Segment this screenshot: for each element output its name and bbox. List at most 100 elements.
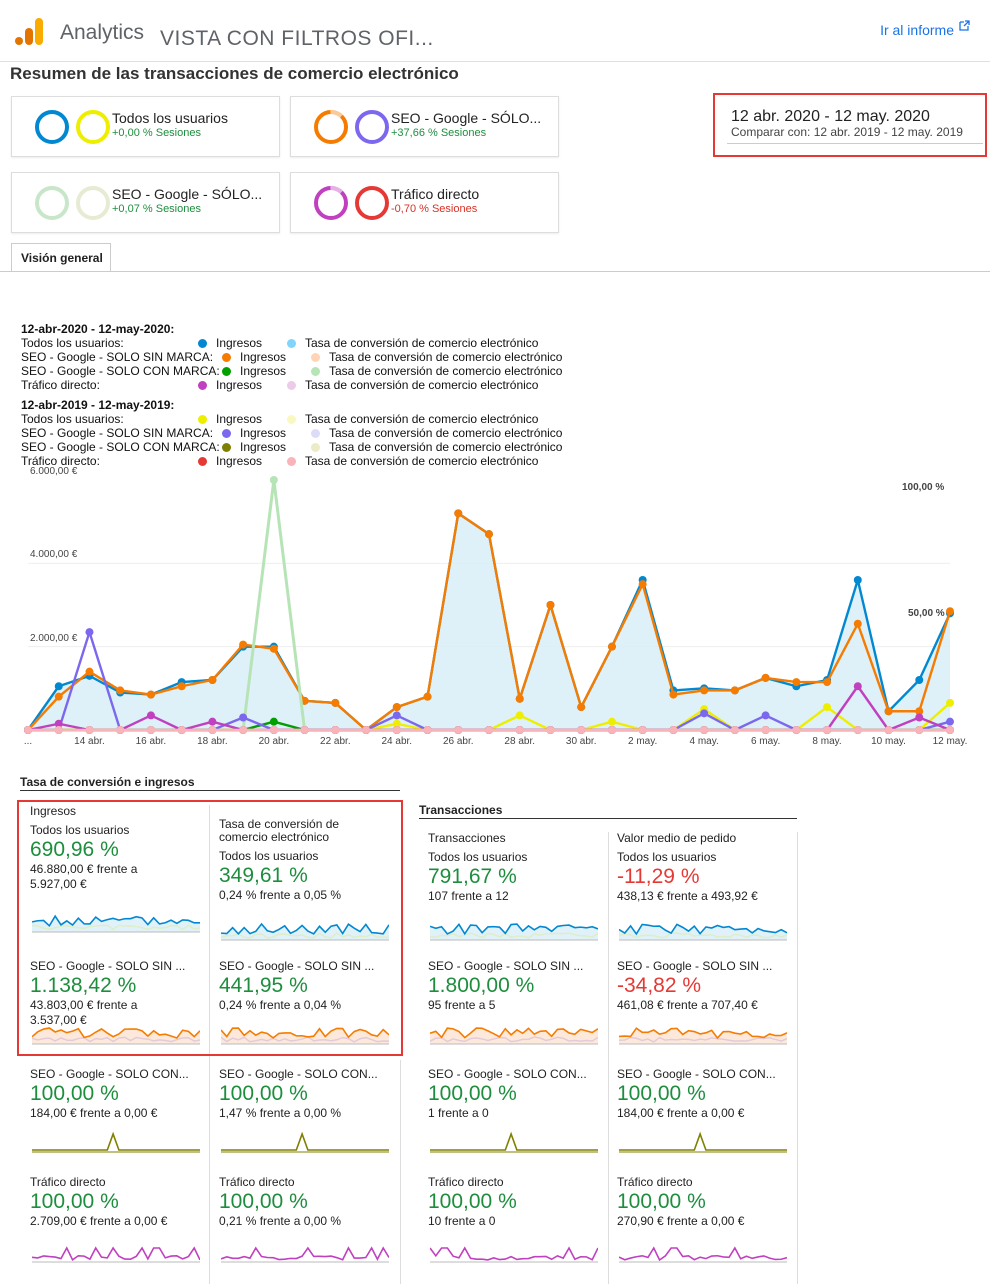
- series-point[interactable]: [577, 703, 586, 712]
- series-point[interactable]: [300, 726, 309, 734]
- series-point[interactable]: [515, 726, 524, 734]
- series-point[interactable]: [177, 682, 186, 691]
- series-point[interactable]: [853, 619, 862, 628]
- scorecard[interactable]: Valor medio de pedido Todos los usuarios -…: [617, 832, 797, 904]
- scorecard[interactable]: Transacciones Todos los usuarios 791,67 % 1…: [428, 832, 608, 904]
- series-point[interactable]: [792, 726, 801, 734]
- series-point[interactable]: [146, 690, 155, 699]
- series-point[interactable]: [853, 682, 862, 691]
- series-point[interactable]: [638, 580, 647, 589]
- scorecard[interactable]: SEO - Google - SOLO CON... 100,00 % 1,47 %…: [219, 1068, 399, 1121]
- series-point[interactable]: [485, 726, 493, 734]
- series-point[interactable]: [208, 717, 217, 726]
- series-point[interactable]: [546, 726, 555, 734]
- series-point[interactable]: [54, 682, 63, 691]
- series-point[interactable]: [946, 726, 954, 734]
- series-point[interactable]: [24, 726, 32, 734]
- series-point[interactable]: [823, 726, 832, 734]
- scorecard[interactable]: Ingresos Todos los usuarios 690,96 % 46.880…: [30, 805, 210, 892]
- series-point[interactable]: [884, 726, 893, 734]
- series-point[interactable]: [116, 726, 125, 734]
- series-point[interactable]: [761, 726, 770, 734]
- series-point[interactable]: [392, 703, 401, 712]
- series-point[interactable]: [423, 726, 432, 734]
- scorecard[interactable]: Tráfico directo 100,00 % 0,21 % frente a 0…: [219, 1176, 399, 1229]
- series-point[interactable]: [700, 686, 709, 695]
- series-point[interactable]: [915, 676, 924, 684]
- series-point[interactable]: [669, 726, 678, 734]
- series-point[interactable]: [54, 692, 63, 701]
- series-point[interactable]: [515, 711, 524, 720]
- series-point[interactable]: [85, 667, 94, 676]
- series-point[interactable]: [331, 726, 340, 734]
- series-point[interactable]: [392, 726, 401, 734]
- series-point[interactable]: [208, 676, 217, 684]
- date-range-picker[interactable]: 12 abr. 2020 - 12 may. 2020 Comparar con…: [713, 93, 987, 157]
- series-point[interactable]: [700, 726, 709, 734]
- series-point[interactable]: [669, 690, 678, 699]
- series-point[interactable]: [116, 686, 125, 695]
- series-point[interactable]: [792, 678, 801, 687]
- series-point[interactable]: [577, 726, 586, 734]
- series-point[interactable]: [761, 673, 770, 682]
- series-point[interactable]: [331, 698, 340, 707]
- series-point[interactable]: [454, 509, 463, 518]
- series-point[interactable]: [761, 711, 770, 720]
- segment-card[interactable]: SEO - Google - SÓLO... +37,66 % Sesiones: [290, 96, 559, 157]
- series-point[interactable]: [85, 726, 94, 734]
- series-point[interactable]: [823, 703, 832, 712]
- series-point[interactable]: [423, 692, 432, 701]
- series-point[interactable]: [607, 717, 616, 726]
- segment-card[interactable]: Todos los usuarios +0,00 % Sesiones: [11, 96, 280, 157]
- series-point[interactable]: [730, 686, 739, 695]
- series-point[interactable]: [239, 713, 248, 722]
- series-point[interactable]: [239, 726, 248, 734]
- series-point[interactable]: [454, 726, 463, 734]
- series-point[interactable]: [915, 726, 924, 734]
- segment-card[interactable]: Tráfico directo -0,70 % Sesiones: [290, 172, 559, 233]
- scorecard[interactable]: SEO - Google - SOLO CON... 100,00 % 184,00…: [617, 1068, 797, 1121]
- scorecard[interactable]: SEO - Google - SOLO CON... 100,00 % 184,00…: [30, 1068, 210, 1121]
- series-point[interactable]: [239, 640, 248, 649]
- series-point[interactable]: [85, 628, 94, 637]
- series-point[interactable]: [177, 726, 186, 734]
- series-point[interactable]: [607, 726, 616, 734]
- series-point[interactable]: [54, 719, 63, 728]
- series-point[interactable]: [607, 642, 616, 651]
- scorecard[interactable]: SEO - Google - SOLO SIN ... 441,95 % 0,24 …: [219, 960, 399, 1013]
- scorecard[interactable]: SEO - Google - SOLO SIN ... 1.138,42 % 43.…: [30, 960, 210, 1028]
- series-point[interactable]: [946, 717, 954, 726]
- series-point[interactable]: [700, 709, 709, 718]
- series-point[interactable]: [146, 726, 155, 734]
- series-point[interactable]: [362, 726, 371, 734]
- series-point[interactable]: [730, 726, 739, 734]
- series-point[interactable]: [823, 678, 832, 687]
- view-selector[interactable]: VISTA CON FILTROS OFI...: [160, 27, 434, 50]
- series-point[interactable]: [915, 707, 924, 716]
- series-point[interactable]: [638, 726, 647, 734]
- scorecard[interactable]: SEO - Google - SOLO SIN ... -34,82 % 461,0…: [617, 960, 797, 1013]
- scorecard[interactable]: SEO - Google - SOLO SIN ... 1.800,00 % 95 …: [428, 960, 608, 1013]
- series-point[interactable]: [269, 644, 278, 653]
- series-point[interactable]: [485, 530, 493, 539]
- series-point[interactable]: [208, 726, 217, 734]
- series-point[interactable]: [392, 719, 401, 728]
- series-point[interactable]: [946, 698, 954, 707]
- series-point[interactable]: [146, 711, 155, 720]
- series-point[interactable]: [392, 711, 401, 720]
- series-point[interactable]: [269, 476, 278, 484]
- series-point[interactable]: [546, 601, 555, 609]
- segment-card[interactable]: SEO - Google - SÓLO... +0,07 % Sesiones: [11, 172, 280, 233]
- scorecard[interactable]: Tráfico directo 100,00 % 10 frente a 0: [428, 1176, 608, 1229]
- scorecard[interactable]: SEO - Google - SOLO CON... 100,00 % 1 fren…: [428, 1068, 608, 1121]
- series-point[interactable]: [54, 726, 63, 734]
- analytics-logo-icon[interactable]: [14, 16, 44, 46]
- tab-overview[interactable]: Visión general: [11, 243, 111, 272]
- report-link[interactable]: Ir al informe: [880, 20, 970, 38]
- series-point[interactable]: [853, 576, 862, 584]
- scorecard[interactable]: Tráfico directo 100,00 % 270,90 € frente a…: [617, 1176, 797, 1229]
- series-point[interactable]: [884, 707, 893, 716]
- series-point[interactable]: [853, 726, 862, 734]
- series-point[interactable]: [515, 694, 524, 703]
- scorecard[interactable]: Tráfico directo 100,00 % 2.709,00 € frente…: [30, 1176, 210, 1229]
